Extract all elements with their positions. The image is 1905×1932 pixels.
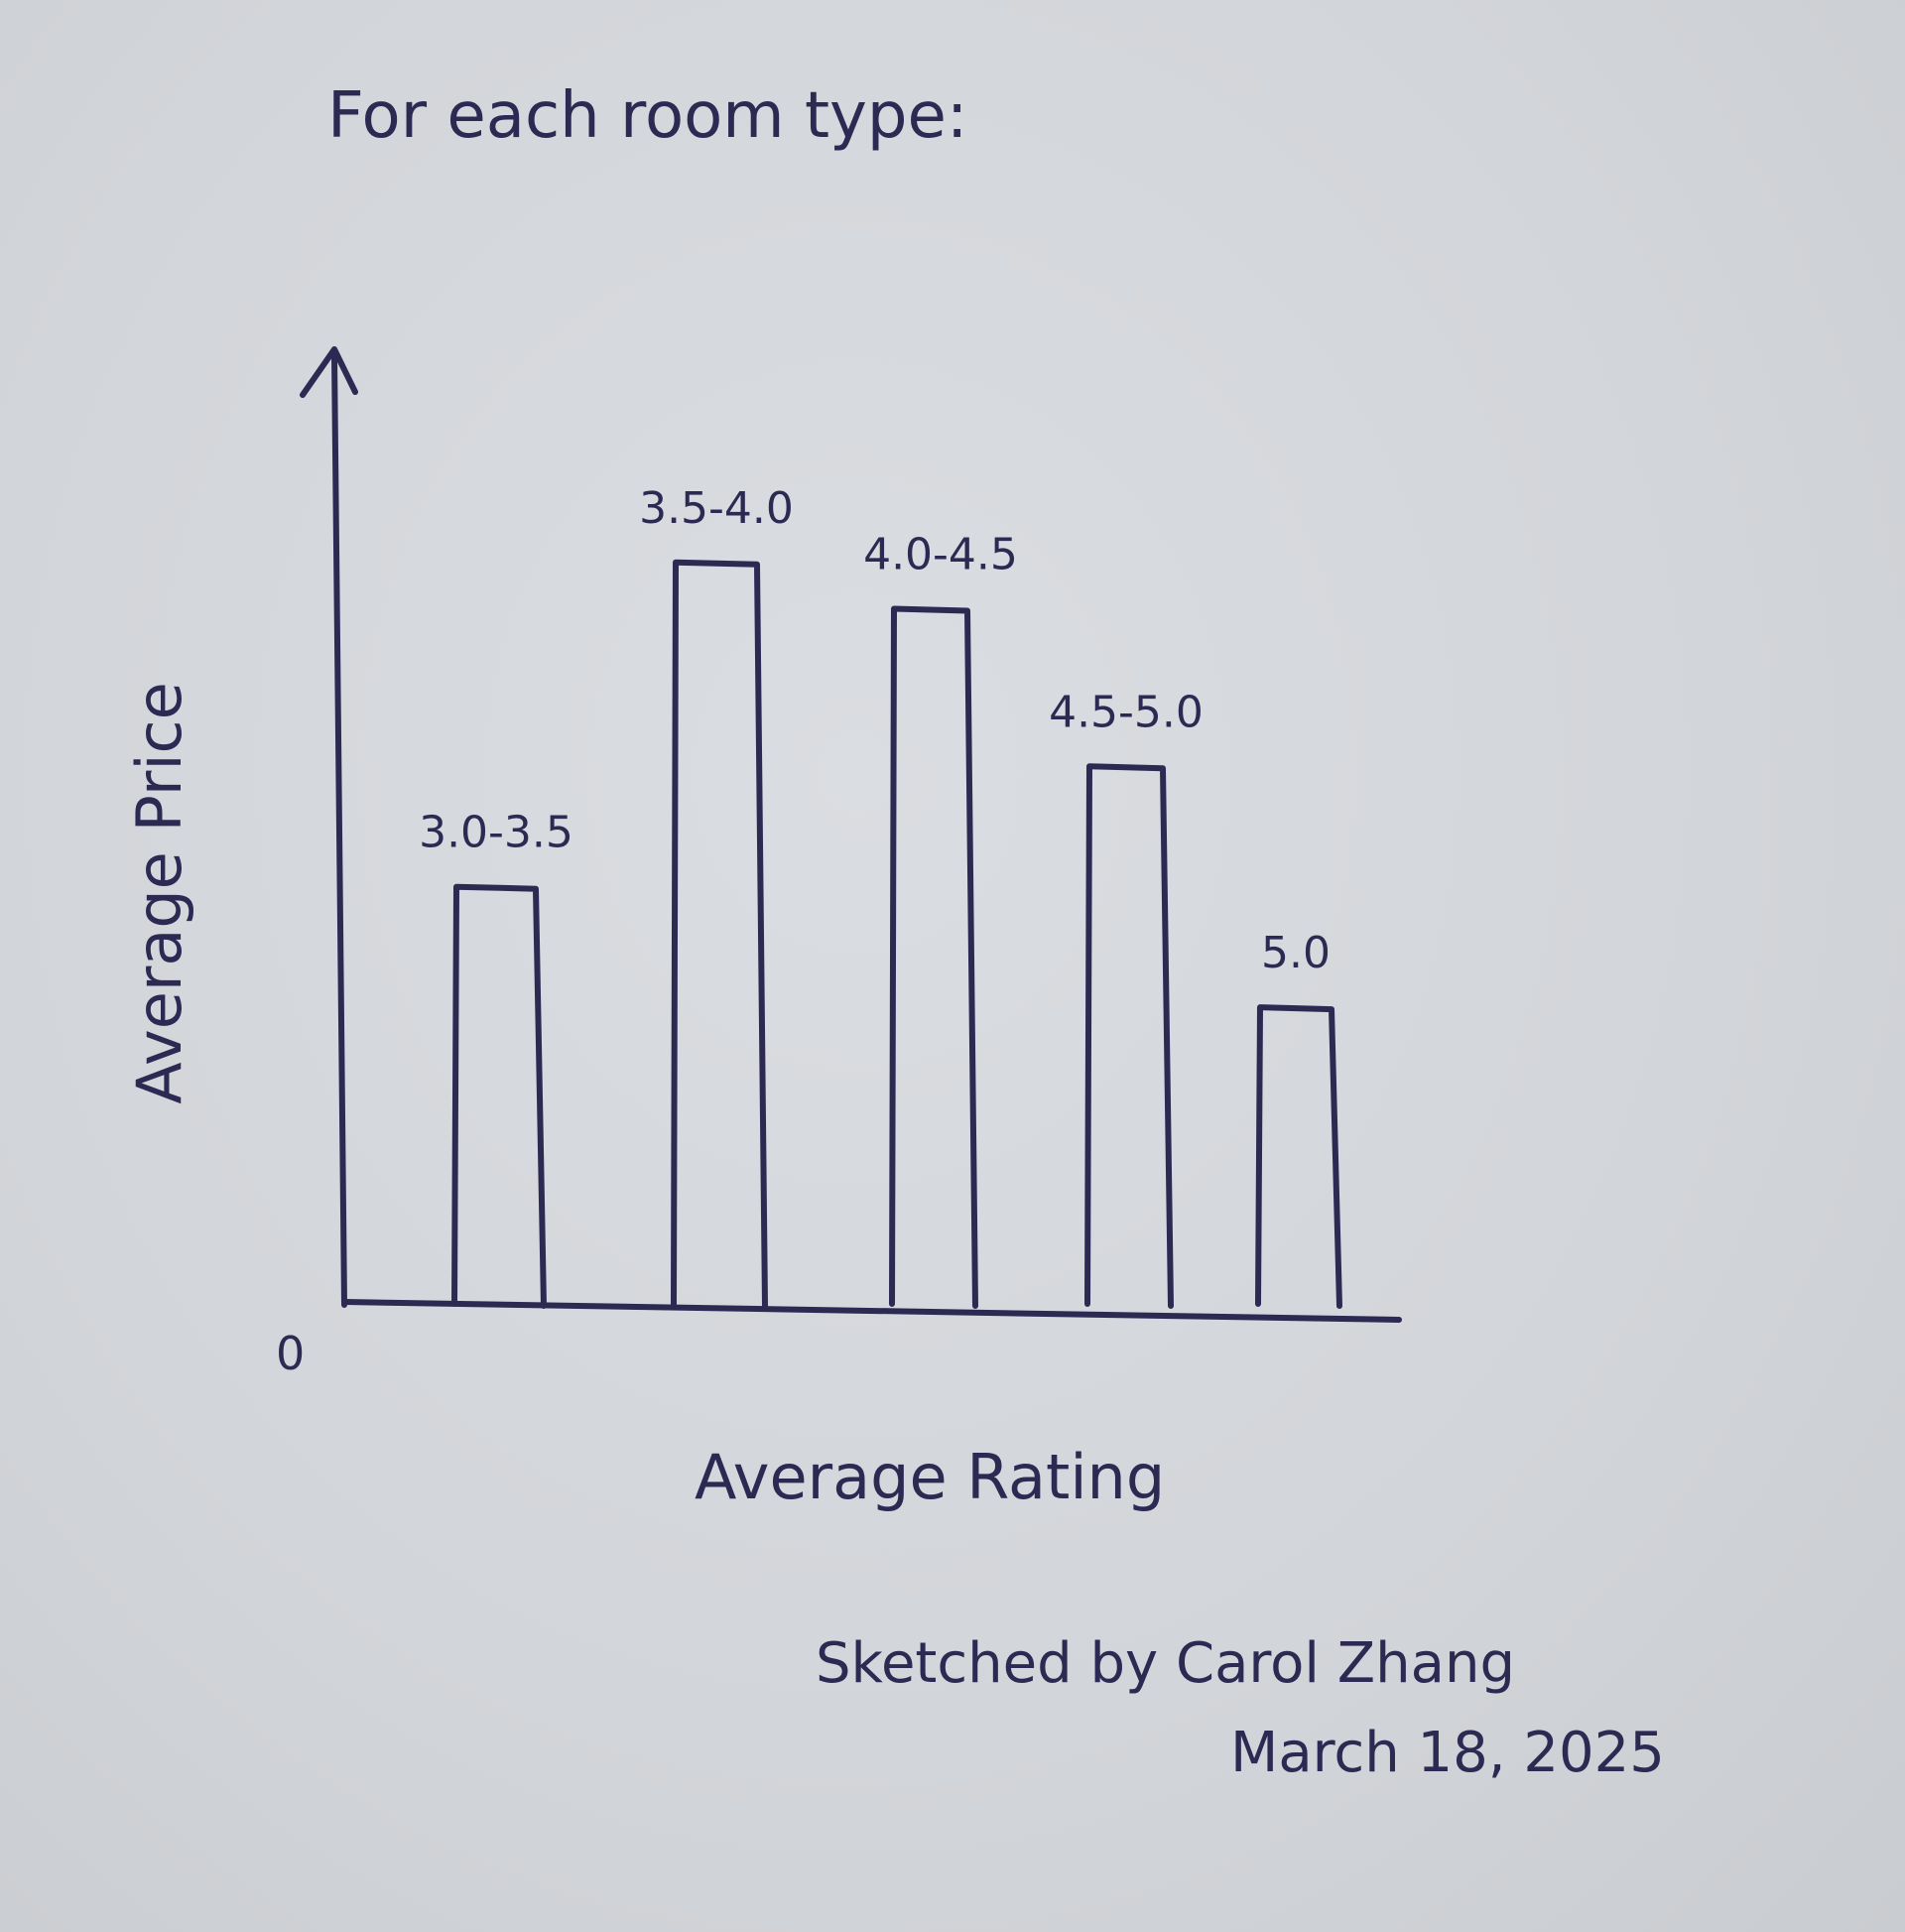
signature-line-2: March 18, 2025 xyxy=(1230,1721,1665,1785)
bar-5.0 xyxy=(1255,1004,1342,1309)
bars-group: 3.0-3.5 3.5-4.0 4.0-4.5 4.5-5.0 5.0 xyxy=(419,483,1342,1309)
y-origin-label: 0 xyxy=(276,1327,305,1380)
bar-label-4.0-4.5: 4.0-4.5 xyxy=(863,530,1018,580)
x-axis-label: Average Rating xyxy=(695,1441,1165,1513)
bar-label-5.0: 5.0 xyxy=(1261,928,1331,978)
bar-label-4.5-5.0: 4.5-5.0 xyxy=(1049,687,1204,737)
signature-line-1: Sketched by Carol Zhang xyxy=(816,1631,1515,1696)
y-axis xyxy=(331,354,347,1308)
y-axis-label: Average Price xyxy=(123,682,195,1104)
bar-label-3.5-4.0: 3.5-4.0 xyxy=(639,483,794,534)
bar-label-3.0-3.5: 3.0-3.5 xyxy=(419,808,573,858)
bar-4.0-4.5 xyxy=(889,605,978,1309)
x-axis xyxy=(341,1299,1402,1323)
bar-3.0-3.5 xyxy=(451,883,547,1309)
bar-4.5-5.0 xyxy=(1084,763,1174,1309)
bar-3.5-4.0 xyxy=(671,559,768,1309)
y-axis-arrow xyxy=(300,346,358,398)
chart-title: For each room type: xyxy=(327,79,967,153)
